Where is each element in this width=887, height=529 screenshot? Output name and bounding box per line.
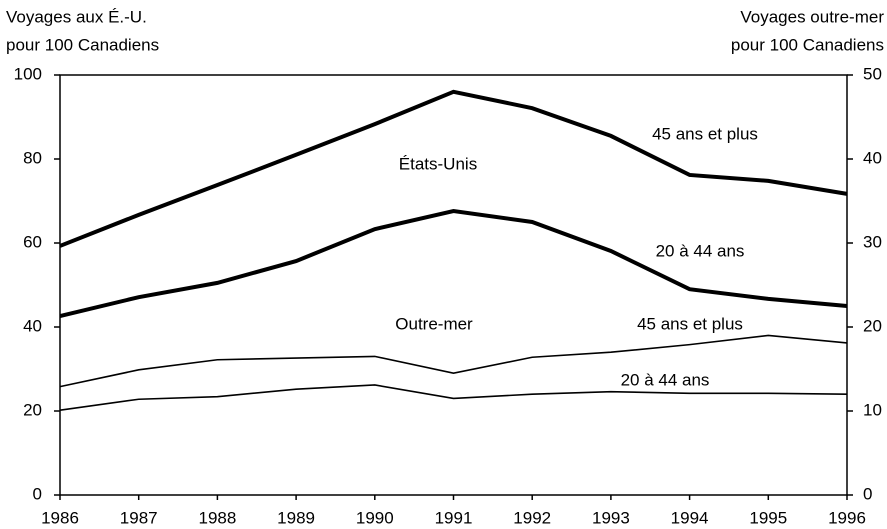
series-label: 45 ans et plus [652,124,758,143]
annotation: Outre-mer [395,314,473,333]
x-tick-label: 1987 [120,508,158,527]
y-tick-label: 20 [23,400,42,419]
series-line [59,89,848,248]
y2-tick-label: 30 [863,232,882,251]
x-tick-label: 1995 [749,508,787,527]
y-tick-label: 40 [23,316,42,335]
series-label: 20 à 44 ans [656,241,745,260]
y-axis-label: Voyages aux É.-U. [6,7,147,26]
x-tick-label: 1993 [592,508,630,527]
y-axis-label: pour 100 Canadiens [6,35,159,54]
y2-tick-label: 0 [863,484,872,503]
series-line [59,384,848,411]
y-tick-label: 80 [23,148,42,167]
x-tick-label: 1991 [435,508,473,527]
x-tick-label: 1994 [671,508,709,527]
x-tick-label: 1986 [41,508,79,527]
x-tick-label: 1992 [513,508,551,527]
x-tick-label: 1990 [356,508,394,527]
y2-tick-label: 20 [863,316,882,335]
y2-tick-label: 40 [863,148,882,167]
y-tick-label: 0 [33,484,42,503]
x-tick-label: 1996 [828,508,866,527]
x-tick-label: 1988 [198,508,236,527]
x-tick-label: 1989 [277,508,315,527]
y2-tick-label: 50 [863,64,882,83]
y2-axis-label: Voyages outre-mer [740,7,884,26]
series-line [59,209,848,319]
y-tick-label: 60 [23,232,42,251]
y2-tick-label: 10 [863,400,882,419]
y2-axis-label: pour 100 Canadiens [731,35,884,54]
series-label: 45 ans et plus [637,314,743,333]
series-label: 20 à 44 ans [621,370,710,389]
annotation: États-Unis [399,154,477,173]
y-tick-label: 100 [14,64,42,83]
series-line [59,334,848,388]
